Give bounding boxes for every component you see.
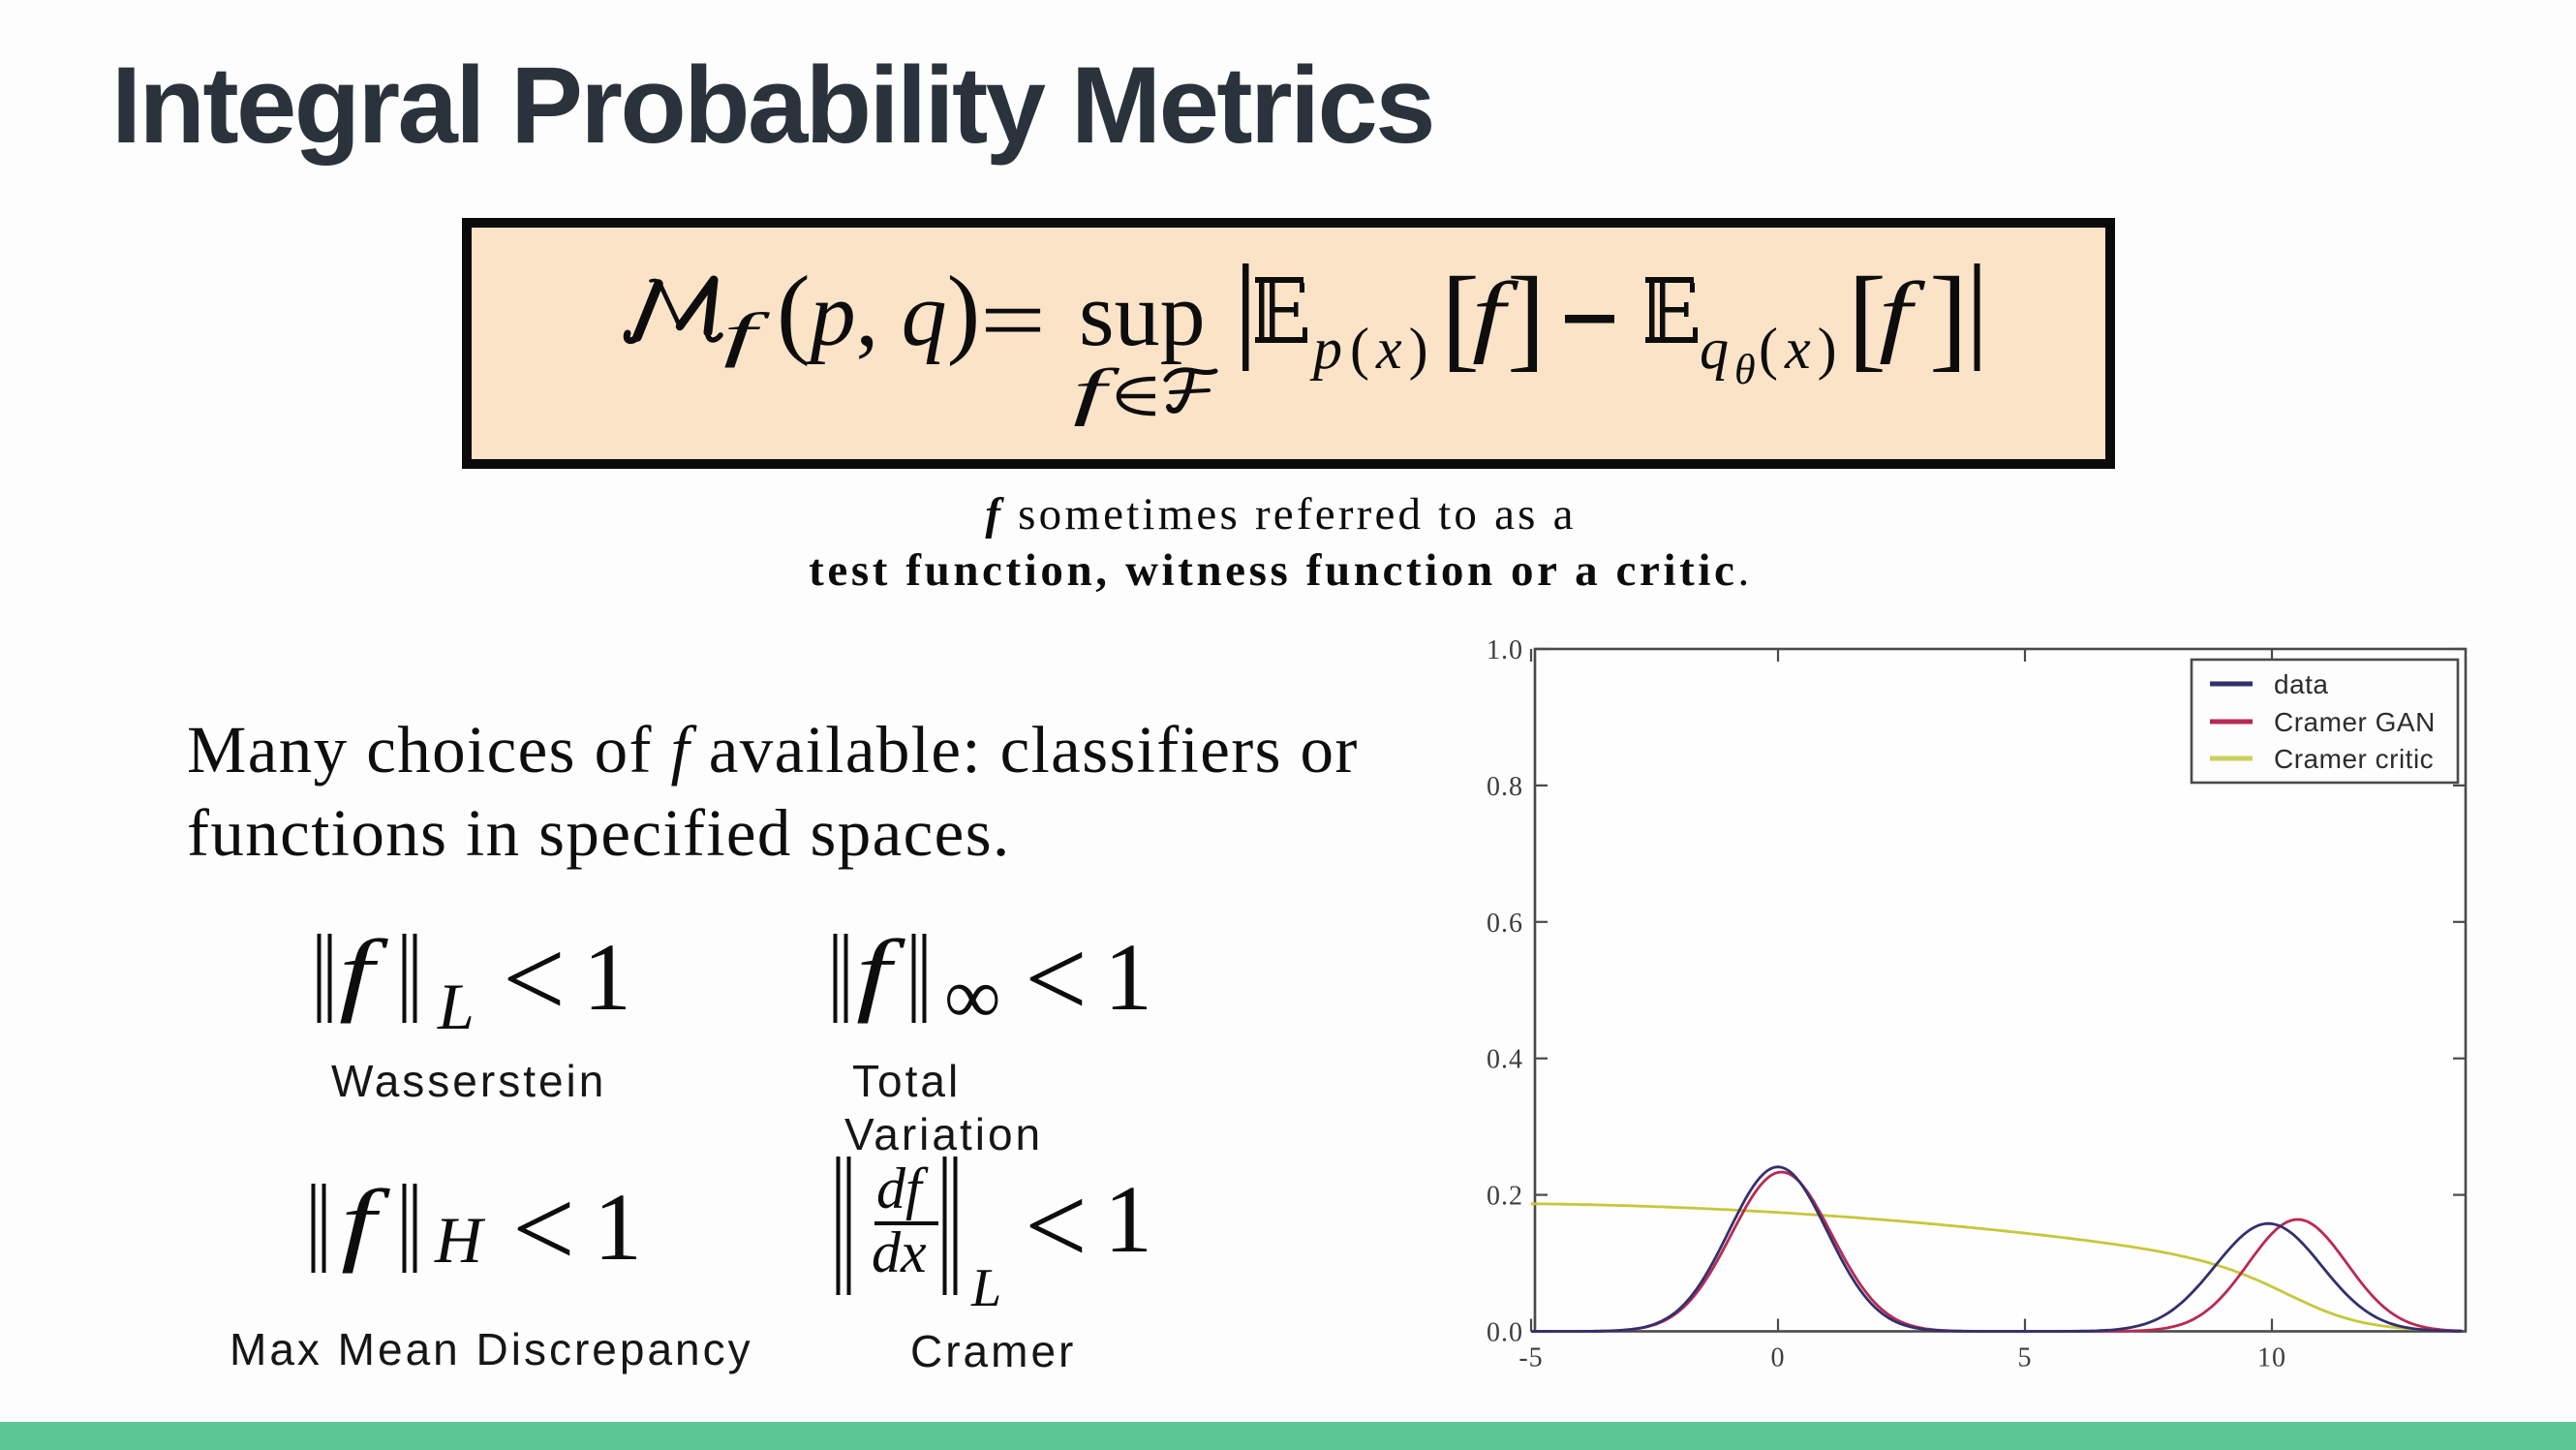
svg-text:L: L bbox=[437, 970, 475, 1043]
svg-text:<: < bbox=[512, 1167, 575, 1290]
svg-text:1: 1 bbox=[594, 1173, 642, 1280]
svg-text:(p, q): (p, q) bbox=[777, 256, 980, 367]
svg-text:(x): (x) bbox=[1759, 317, 1844, 381]
svg-text:1: 1 bbox=[1104, 923, 1152, 1031]
svg-text:L: L bbox=[970, 1258, 1001, 1318]
svg-text:1: 1 bbox=[1104, 1165, 1152, 1273]
svg-text:0: 0 bbox=[1771, 1343, 1786, 1373]
svg-text:H: H bbox=[434, 1203, 486, 1277]
svg-text:0.2: 0.2 bbox=[1487, 1182, 1523, 1212]
svg-text:<: < bbox=[503, 917, 566, 1040]
svg-text:]: ] bbox=[1507, 253, 1546, 382]
svg-text:f: f bbox=[723, 302, 771, 368]
svg-text:5: 5 bbox=[2018, 1343, 2033, 1373]
svg-text:f: f bbox=[1879, 264, 1925, 365]
svg-text:<: < bbox=[1025, 917, 1088, 1040]
svg-text:]: ] bbox=[1929, 253, 1968, 382]
svg-text:Cramer GAN: Cramer GAN bbox=[2274, 707, 2436, 737]
svg-text:data: data bbox=[2274, 669, 2329, 699]
svg-text:-5: -5 bbox=[1518, 1343, 1543, 1373]
svg-text:f: f bbox=[856, 920, 905, 1024]
svg-text:p: p bbox=[1309, 317, 1342, 381]
svg-text:q: q bbox=[1700, 317, 1729, 381]
svg-text:f: f bbox=[339, 920, 388, 1024]
svg-text:f: f bbox=[1073, 356, 1119, 427]
svg-text:0.8: 0.8 bbox=[1487, 772, 1523, 802]
svg-text:Cramer critic: Cramer critic bbox=[2274, 744, 2434, 774]
svg-text:<: < bbox=[1025, 1164, 1088, 1287]
svg-text:1.0: 1.0 bbox=[1487, 635, 1523, 665]
svg-text:∞: ∞ bbox=[944, 952, 1000, 1040]
svg-text:θ: θ bbox=[1734, 346, 1756, 393]
svg-text:0.0: 0.0 bbox=[1487, 1318, 1523, 1348]
svg-text:0.6: 0.6 bbox=[1487, 909, 1523, 939]
svg-text:(x): (x) bbox=[1350, 317, 1435, 381]
svg-text:[: [ bbox=[1441, 253, 1480, 382]
svg-text:=: = bbox=[980, 270, 1046, 371]
svg-text:dx: dx bbox=[872, 1220, 927, 1284]
svg-text:df: df bbox=[876, 1157, 929, 1220]
svg-text:10: 10 bbox=[2257, 1343, 2286, 1373]
svg-text:0.4: 0.4 bbox=[1487, 1045, 1523, 1075]
svg-text:1: 1 bbox=[583, 923, 631, 1031]
svg-text:[: [ bbox=[1848, 253, 1886, 382]
svg-text:sup: sup bbox=[1079, 264, 1206, 365]
svg-text:f: f bbox=[341, 1170, 390, 1274]
